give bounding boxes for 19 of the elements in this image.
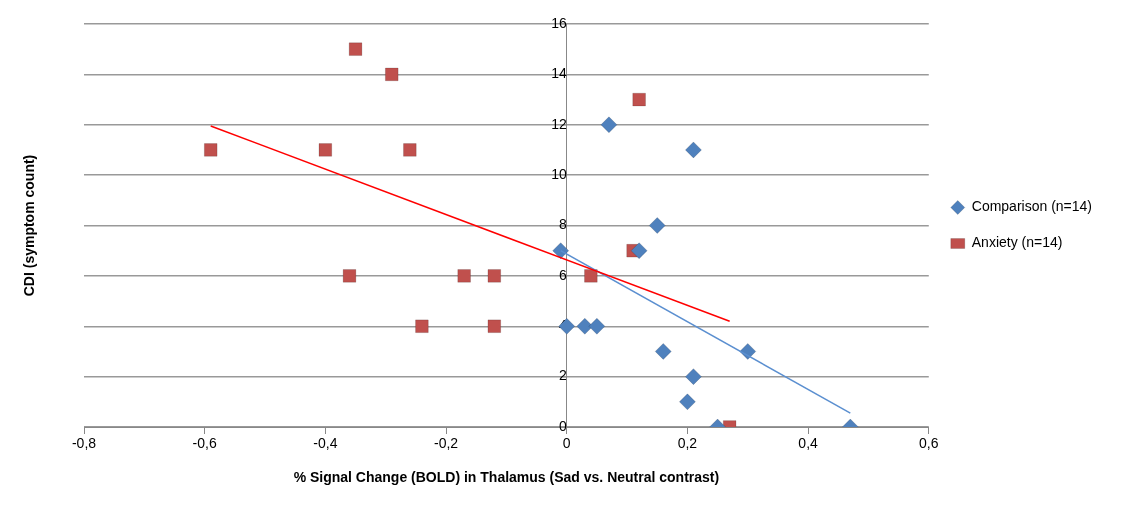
x-tick-label: -0,4: [313, 435, 338, 452]
legend-label: Anxiety (n=14): [971, 234, 1063, 251]
y-tick-label: 12: [551, 115, 567, 132]
y-tick-label: 16: [551, 14, 567, 31]
x-axis-title: % Signal Change (BOLD) in Thalamus (Sad vs. Neutral contrast): [293, 468, 720, 485]
x-tick-label: -0,8: [71, 435, 97, 452]
y-tick-label: 14: [551, 65, 567, 82]
x-tick-label: -0,6: [192, 435, 217, 452]
y-tick-label: 2: [558, 367, 567, 384]
x-tick-label: 0,4: [798, 435, 819, 452]
y-tick-label: 8: [558, 216, 567, 233]
legend-label: Comparison (n=14): [971, 198, 1093, 215]
y-axis-title: CDI (symptom count): [20, 154, 37, 297]
y-tick-label: 0: [558, 417, 567, 434]
x-tick-label: 0,2: [677, 435, 698, 452]
x-tick-label: 0,6: [919, 435, 939, 452]
y-tick-label: 6: [558, 266, 567, 283]
x-tick-label: -0,2: [433, 435, 459, 452]
y-tick-label: 10: [551, 165, 567, 182]
